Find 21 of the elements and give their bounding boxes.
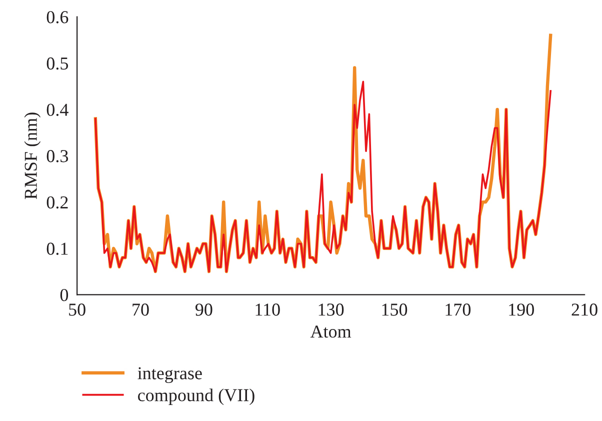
x-tick-label: 150 bbox=[382, 304, 408, 316]
x-tick-label: 130 bbox=[318, 304, 344, 316]
y-tick-label: 0 bbox=[60, 288, 68, 302]
y-tick-label: 0.6 bbox=[46, 11, 68, 24]
legend-label: integrase bbox=[138, 367, 202, 384]
y-tick-label: 0.3 bbox=[46, 150, 68, 162]
y-tick-label: 0.4 bbox=[46, 104, 68, 116]
x-tick-label: 50 bbox=[69, 304, 86, 316]
y-tick-label: 0.2 bbox=[46, 196, 68, 209]
legend-label: compound (VII) bbox=[138, 388, 254, 405]
x-tick-label: 170 bbox=[446, 304, 471, 316]
y-tick-label: 0.5 bbox=[46, 57, 68, 70]
x-tick-label: 70 bbox=[132, 304, 149, 316]
x-tick-label: 90 bbox=[195, 304, 212, 316]
line-series bbox=[94, 80, 552, 272]
x-tick-label: 110 bbox=[256, 304, 280, 316]
y-axis-title: RMSF (nm) bbox=[24, 112, 41, 200]
y-tick-label: 0.1 bbox=[46, 242, 68, 255]
x-axis-title: Atom bbox=[310, 326, 352, 338]
x-tick-label: 190 bbox=[509, 304, 534, 316]
x-tick-label: 210 bbox=[572, 304, 598, 316]
